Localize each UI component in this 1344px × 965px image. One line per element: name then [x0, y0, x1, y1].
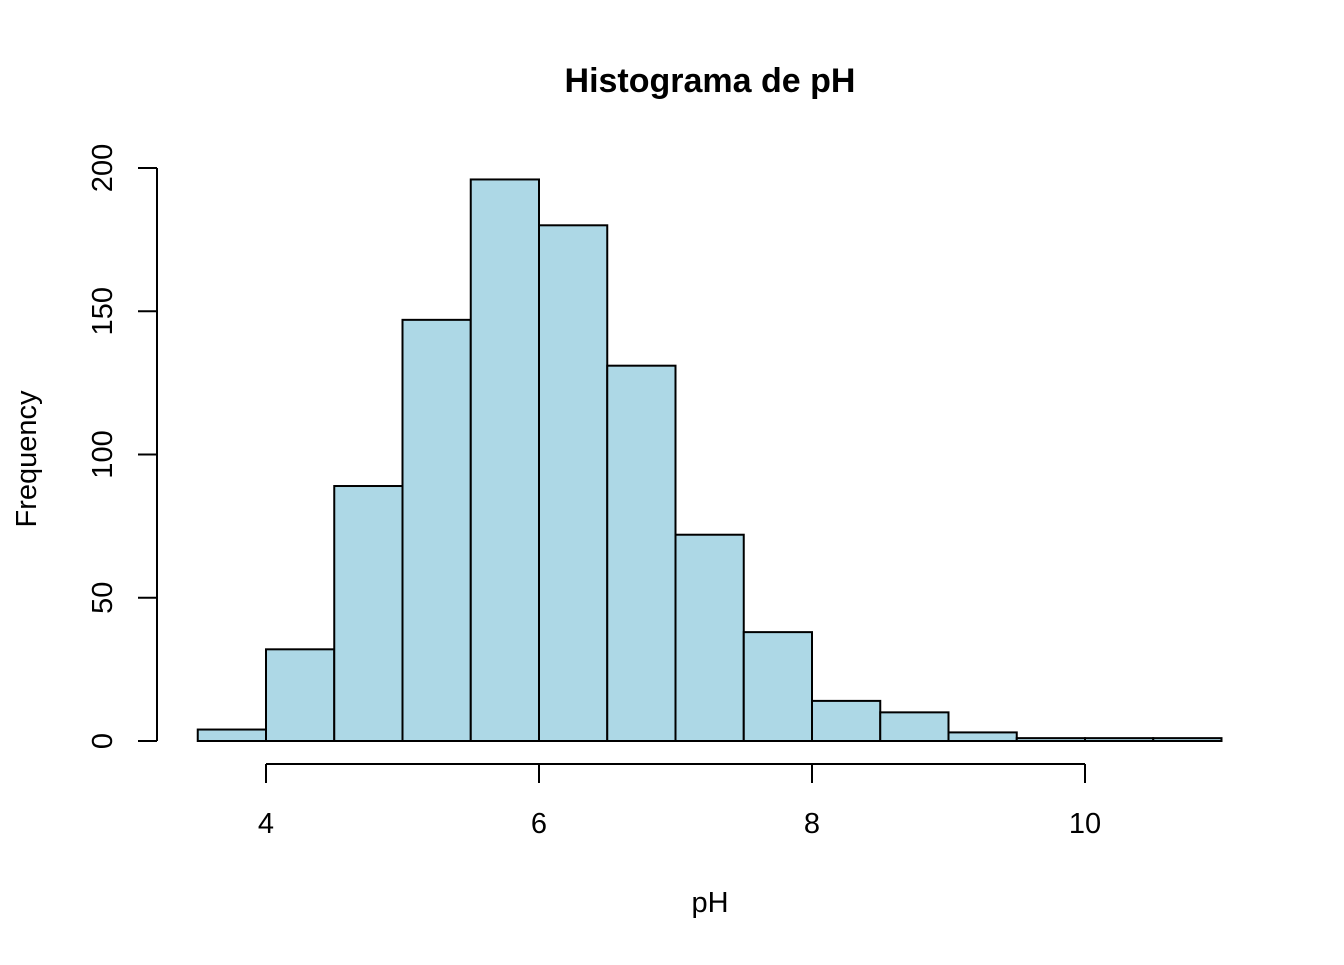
chart-title: Histograma de pH: [565, 62, 856, 100]
y-tick-label: 50: [87, 582, 119, 614]
y-tick-label: 150: [87, 287, 119, 335]
histogram-bar-12: [1015, 737, 1086, 743]
y-tick-label: 0: [87, 733, 119, 749]
histogram-bar-7: [674, 533, 745, 742]
histogram-bar-5: [538, 224, 609, 743]
histogram-bar-6: [606, 364, 677, 742]
histogram-bar-2: [333, 485, 404, 743]
histogram-bar-0: [196, 728, 267, 742]
x-tick-label: 8: [804, 808, 820, 840]
histogram-bar-3: [401, 318, 472, 742]
histogram-bar-1: [265, 648, 336, 743]
x-tick-label: 4: [258, 808, 274, 840]
y-tick-label: 100: [87, 430, 119, 478]
histogram-bar-10: [879, 711, 950, 742]
x-tick-label: 6: [531, 808, 547, 840]
y-axis-label: Frequency: [11, 390, 43, 528]
histogram-bar-9: [811, 699, 882, 743]
x-axis: 4 6 8 10: [258, 763, 1101, 840]
y-tick-label: 200: [87, 144, 119, 192]
y-axis: 0 50 100 150 200: [87, 144, 158, 749]
x-tick-label: 10: [1069, 808, 1101, 840]
histogram-bar-4: [469, 178, 540, 742]
histogram-bar-13: [1084, 737, 1155, 743]
histogram-bar-11: [947, 731, 1018, 743]
x-axis-label: pH: [691, 887, 728, 919]
histogram-bar-14: [1152, 737, 1223, 743]
histogram-bar-8: [742, 631, 813, 743]
bars-group: [196, 178, 1223, 743]
